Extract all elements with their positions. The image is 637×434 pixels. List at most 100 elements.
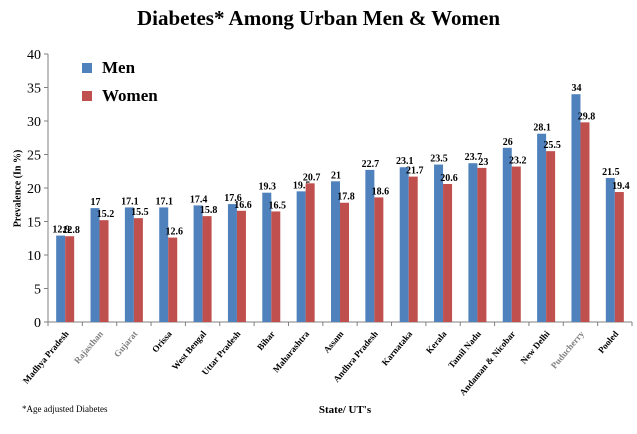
bar-women: [236, 210, 246, 322]
y-tick-label: 35: [27, 82, 41, 97]
bar-men: [365, 169, 375, 322]
data-label-men: 17.1: [155, 196, 173, 207]
bar-women: [168, 237, 178, 322]
data-label-men: 21.5: [602, 167, 620, 178]
legend-label-men: Men: [102, 58, 136, 77]
footnote: *Age adjusted Diabetes: [22, 404, 108, 414]
data-label-women: 12.8: [62, 225, 80, 236]
bar-men: [605, 177, 615, 322]
bar-men: [159, 207, 169, 322]
bar-men: [262, 192, 272, 322]
x-tick-label: West Bengal: [170, 328, 209, 371]
bar-men: [537, 133, 547, 322]
bar-men: [468, 163, 478, 322]
x-tick-label: Kerala: [424, 328, 449, 355]
legend-swatch-women: [82, 91, 92, 101]
data-label-women: 12.6: [165, 227, 183, 238]
bar-men: [193, 205, 203, 322]
bar-men: [56, 235, 66, 322]
x-tick-label: Pooled: [596, 329, 620, 355]
bar-men: [399, 167, 409, 322]
x-tick-label: Karnataka: [380, 328, 415, 367]
x-tick-label: New Delhi: [518, 328, 552, 365]
bar-women: [614, 192, 624, 322]
bar-men: [227, 204, 237, 322]
bar-men: [502, 147, 512, 322]
data-label-men: 12.9: [52, 225, 70, 236]
x-tick-label: Gujarat: [112, 329, 140, 359]
data-label-women: 15.2: [97, 209, 115, 220]
bar-women: [133, 218, 143, 322]
bar-women: [511, 166, 521, 322]
chart-title: Diabetes* Among Urban Men & Women: [136, 6, 501, 30]
y-tick-label: 40: [27, 48, 41, 63]
x-axis-title: State/ UT's: [318, 404, 372, 416]
data-label-women: 16.5: [269, 200, 287, 211]
data-label-women: 15.5: [131, 207, 149, 218]
x-tick-label: Puducherry: [549, 328, 587, 370]
x-tick-label: Assam: [321, 328, 345, 354]
legend-label-women: Women: [102, 86, 158, 105]
bar-men: [571, 94, 581, 322]
data-label-men: 17.6: [224, 193, 242, 204]
bar-women: [65, 236, 75, 322]
bar-women: [477, 167, 487, 322]
legend-item-men: Men: [82, 54, 158, 82]
bar-women: [271, 211, 281, 322]
data-label-women: 25.5: [543, 140, 561, 151]
data-label-women: 17.8: [337, 192, 355, 203]
data-label-men: 23.7: [465, 152, 483, 163]
bar-women: [546, 151, 556, 322]
data-label-men: 28.1: [533, 123, 551, 134]
x-tick-label: Rajasthan: [72, 329, 105, 366]
data-label-women: 23.2: [509, 156, 527, 167]
data-label-men: 21: [331, 170, 341, 181]
y-tick-label: 30: [27, 115, 41, 130]
bar-women: [374, 197, 384, 322]
data-label-men: 26: [503, 137, 513, 148]
bar-women: [305, 183, 315, 322]
data-label-women: 16.6: [234, 200, 252, 211]
bar-women: [580, 122, 590, 322]
data-label-women: 18.6: [372, 186, 390, 197]
data-label-women: 20.7: [303, 172, 321, 183]
bar-men: [331, 181, 340, 322]
bar-women: [202, 216, 212, 322]
legend: Men Women: [82, 54, 158, 110]
data-label-men: 34: [571, 83, 581, 94]
bar-women: [408, 176, 418, 322]
data-label-men: 19.5: [293, 180, 311, 191]
data-label-men: 19.3: [259, 182, 277, 193]
data-label-women: 19.4: [612, 181, 630, 192]
bar-men: [124, 207, 134, 322]
bar-women: [443, 183, 453, 322]
bar-men: [90, 208, 100, 322]
data-label-women: 23: [478, 157, 488, 168]
bar-women: [99, 220, 109, 322]
data-label-men: 17.1: [121, 196, 139, 207]
data-label-women: 21.7: [406, 166, 424, 177]
bar-women: [340, 202, 349, 322]
y-tick-label: 25: [27, 149, 41, 164]
legend-item-women: Women: [82, 82, 158, 110]
data-label-men: 23.5: [430, 154, 448, 165]
data-label-women: 29.8: [578, 111, 596, 122]
y-tick-label: 15: [27, 216, 41, 231]
data-label-men: 17.4: [190, 194, 208, 205]
data-label-men: 17: [91, 197, 101, 208]
bar-men: [296, 191, 306, 322]
x-tick-label: Orissa: [150, 328, 174, 354]
x-tick-label: Maharashtra: [271, 328, 312, 374]
y-tick-label: 0: [34, 316, 41, 331]
x-tick-label: Tamil Nadu: [446, 329, 483, 370]
y-axis-title: Prevalence (In %): [12, 149, 24, 228]
data-label-women: 15.8: [200, 205, 218, 216]
data-label-women: 20.6: [440, 173, 458, 184]
y-tick-label: 20: [27, 182, 41, 197]
y-tick-label: 5: [34, 283, 41, 298]
data-label-men: 22.7: [362, 159, 380, 170]
x-tick-label: Madhya Pradesh: [21, 329, 71, 386]
data-label-men: 23.1: [396, 156, 414, 167]
x-tick-label: Bihar: [255, 329, 277, 352]
